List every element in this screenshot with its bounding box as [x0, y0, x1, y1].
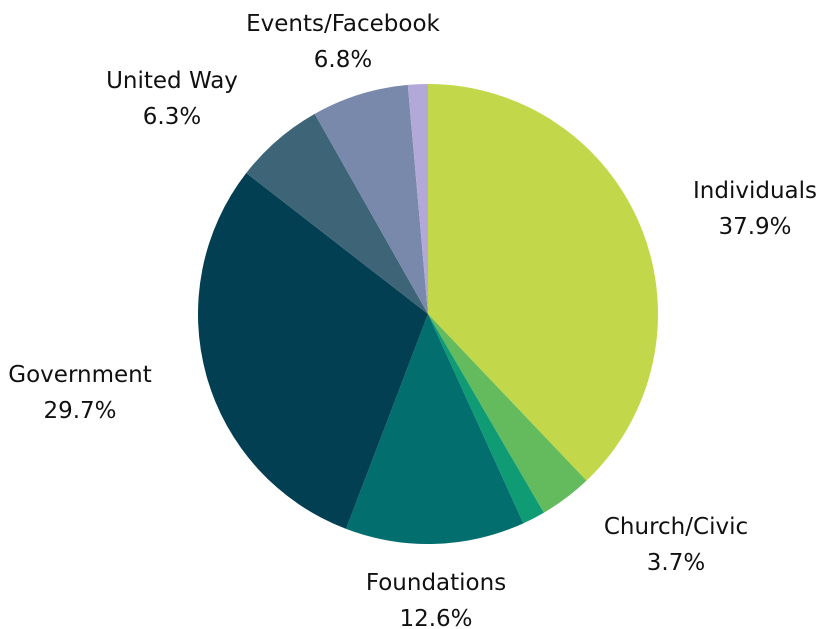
slice-value-united-way: 6.3%: [143, 104, 201, 130]
slice-label-individuals: Individuals: [693, 178, 817, 204]
pie-slice-events-facebook: [314, 84, 428, 314]
pie-slice-individuals: [428, 84, 659, 481]
slice-label-government: Government: [8, 362, 151, 388]
slice-value-government: 29.7%: [43, 398, 116, 424]
slice-label-united-way: United Way: [106, 68, 238, 94]
pie-slice-government: [197, 173, 428, 529]
slice-value-events-facebook: 6.8%: [314, 47, 372, 73]
slice-label-church-civic: Church/Civic: [604, 514, 748, 540]
slice-value-church-civic: 3.7%: [647, 550, 705, 576]
slice-value-individuals: 37.9%: [718, 214, 791, 240]
pie-slice-unlabeled-2: [428, 314, 544, 524]
pie-slice-foundations: [346, 314, 524, 545]
pie-slice-united-way: [246, 113, 428, 314]
slice-value-foundations: 12.6%: [399, 606, 472, 629]
pie-slice-unlabeled-7: [407, 84, 428, 314]
slice-label-foundations: Foundations: [366, 570, 506, 596]
slice-label-events-facebook: Events/Facebook: [246, 11, 440, 37]
pie-slice-church-civic: [428, 314, 587, 513]
